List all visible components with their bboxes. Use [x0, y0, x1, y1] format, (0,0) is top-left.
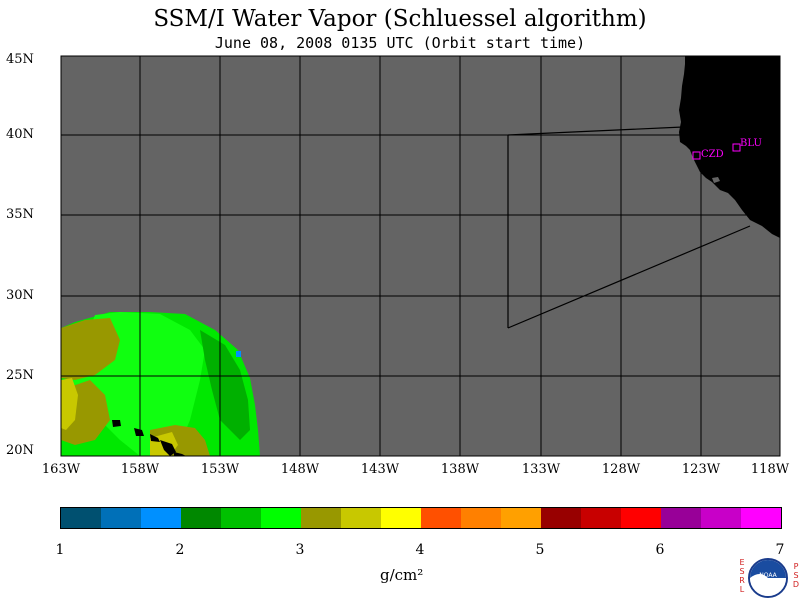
colorbar-unit: g/cm² — [380, 566, 424, 584]
colorbar-tick-label: 5 — [535, 542, 545, 558]
lon-label-138w: 138W — [440, 462, 480, 477]
land-california — [679, 56, 780, 238]
lon-label-128w: 128W — [601, 462, 641, 477]
colorbar-cell — [61, 508, 101, 528]
logo-name: NOAA — [759, 572, 777, 579]
lat-label-35n: 35N — [6, 207, 34, 222]
lon-label-143w: 143W — [360, 462, 400, 477]
map-subtitle: June 08, 2008 0135 UTC (Orbit start time… — [214, 34, 586, 52]
colorbar-cell — [181, 508, 221, 528]
colorbar — [60, 507, 782, 529]
graticule — [61, 56, 780, 456]
colorbar-tick-label: 4 — [415, 542, 425, 558]
colorbar-cell — [661, 508, 701, 528]
colorbar-tick-label: 3 — [295, 542, 305, 558]
colorbar-cell — [621, 508, 661, 528]
lat-label-40n: 40N — [6, 127, 34, 142]
hawaii-kauai — [112, 420, 121, 427]
swath-olive-west — [61, 318, 120, 380]
lon-label-133w: 133W — [521, 462, 561, 477]
noaa-logo: NOAA — [748, 558, 788, 598]
colorbar-cell — [381, 508, 421, 528]
water-vapor-swath — [61, 312, 260, 456]
colorbar-tick-label: 1 — [55, 542, 65, 558]
hawaii-oahu — [134, 428, 144, 436]
station-marker-czd — [692, 151, 701, 160]
lon-label-163w: 163W — [41, 462, 81, 477]
lat-label-25n: 25N — [6, 368, 34, 383]
logo-esrl-text: ESRL — [738, 558, 746, 594]
lon-label-118w: 118W — [750, 462, 790, 477]
station-label-czd: CZD — [701, 149, 724, 160]
logo-right-text: PSD — [792, 562, 800, 589]
hawaii-south-tip — [174, 452, 186, 456]
lat-label-20n: 20N — [6, 443, 34, 458]
logo-left-text: ESRL — [739, 558, 745, 594]
colorbar-tick-label: 2 — [175, 542, 185, 558]
hawaii-big-island — [160, 440, 176, 456]
map-frame — [60, 55, 781, 457]
colorbar-cell — [541, 508, 581, 528]
lon-label-153w: 153W — [200, 462, 240, 477]
colorbar-cell — [301, 508, 341, 528]
station-label-blu: BLU — [740, 138, 762, 149]
lon-label-158w: 158W — [120, 462, 160, 477]
lon-label-123w: 123W — [681, 462, 721, 477]
colorbar-cell — [581, 508, 621, 528]
colorbar-cell — [221, 508, 261, 528]
colorbar-cell — [261, 508, 301, 528]
colorbar-cell — [101, 508, 141, 528]
colorbar-cell — [701, 508, 741, 528]
colorbar-cell — [461, 508, 501, 528]
lat-label-30n: 30N — [6, 288, 34, 303]
lat-label-45n: 45N — [6, 52, 34, 67]
orbit-swath-south-edge — [507, 225, 751, 329]
sf-bay — [712, 177, 720, 183]
colorbar-cell — [141, 508, 181, 528]
logo-psd-text: PSD — [792, 562, 800, 589]
colorbar-cell — [341, 508, 381, 528]
lon-label-148w: 148W — [280, 462, 320, 477]
hawaii-maui — [150, 434, 160, 442]
map-title: SSM/I Water Vapor (Schluessel algorithm) — [153, 6, 647, 32]
colorbar-tick-label: 6 — [655, 542, 665, 558]
station-marker-blu — [732, 143, 741, 152]
swath-yellow-west — [61, 378, 78, 430]
colorbar-cell — [421, 508, 461, 528]
swath-dark-green — [200, 330, 250, 440]
colorbar-cell — [501, 508, 541, 528]
colorbar-tick-label: 7 — [775, 542, 785, 558]
colorbar-cell — [741, 508, 781, 528]
swath-blue-pixel — [236, 351, 241, 357]
